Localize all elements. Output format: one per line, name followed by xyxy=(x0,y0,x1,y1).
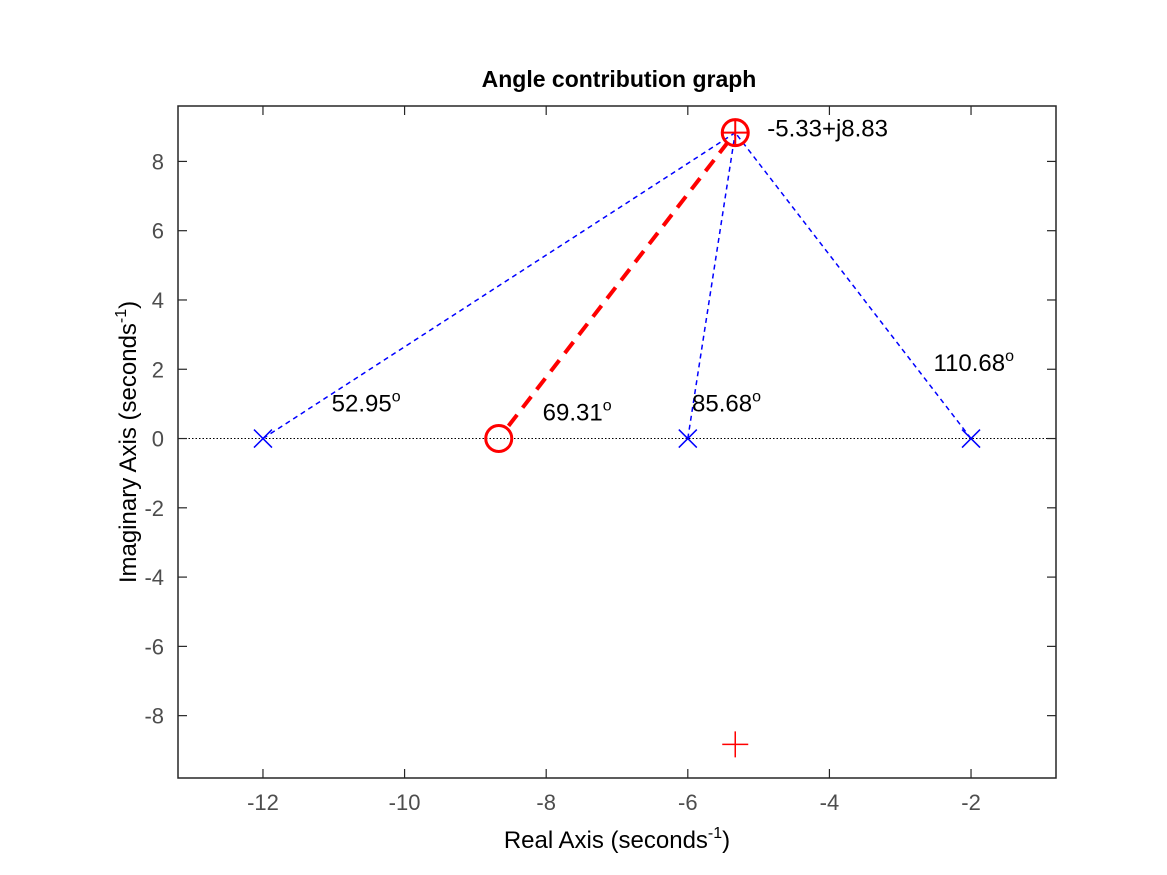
y-tick-label: -4 xyxy=(144,565,164,590)
conjugate-point-marker xyxy=(722,731,749,758)
angle-label: 52.95o xyxy=(332,389,401,418)
x-tick-label: -8 xyxy=(536,790,556,815)
y-tick-label: -8 xyxy=(144,704,164,729)
pole-marker xyxy=(961,429,981,449)
x-axis-label: Real Axis (seconds-1) xyxy=(504,825,730,854)
pole-marker xyxy=(678,429,698,449)
y-tick-label: -6 xyxy=(144,634,164,659)
y-tick-label: 0 xyxy=(152,427,164,452)
y-tick-label: 8 xyxy=(152,149,164,174)
x-tick-label: -6 xyxy=(678,790,698,815)
axis-ticks: -12 -10 -8 -6 -4 -2 -8 -6 -4 -2 0 2 4 6 8 xyxy=(144,106,1056,815)
angle-label: 110.68o xyxy=(934,348,1015,377)
pole-angle-line xyxy=(734,132,972,439)
plot-area: -5.33+j8.83 52.95o 69.31o 85.68o 110.68o xyxy=(178,116,1056,758)
pole-marker xyxy=(253,429,273,449)
x-tick-label: -4 xyxy=(820,790,840,815)
x-tick-label: -10 xyxy=(389,790,421,815)
angle-label: 85.68o xyxy=(692,389,761,418)
pole-angle-line xyxy=(687,132,736,439)
x-tick-label: -12 xyxy=(247,790,279,815)
pole-angle-line xyxy=(262,132,736,440)
test-point-label: -5.33+j8.83 xyxy=(767,116,888,143)
y-tick-label: -2 xyxy=(144,496,164,521)
zero-marker xyxy=(484,424,514,454)
y-tick-label: 2 xyxy=(152,357,164,382)
test-point-plus xyxy=(722,119,749,146)
axes-box xyxy=(177,105,1057,779)
chart-title: Angle contribution graph xyxy=(482,66,757,92)
y-axis-label: Imaginary Axis (seconds-1) xyxy=(113,301,142,583)
y-tick-label: 4 xyxy=(152,288,164,313)
zero-angle-line xyxy=(506,142,729,428)
x-tick-label: -2 xyxy=(961,790,981,815)
angle-label: 69.31o xyxy=(543,398,612,427)
y-tick-label: 6 xyxy=(152,219,164,244)
